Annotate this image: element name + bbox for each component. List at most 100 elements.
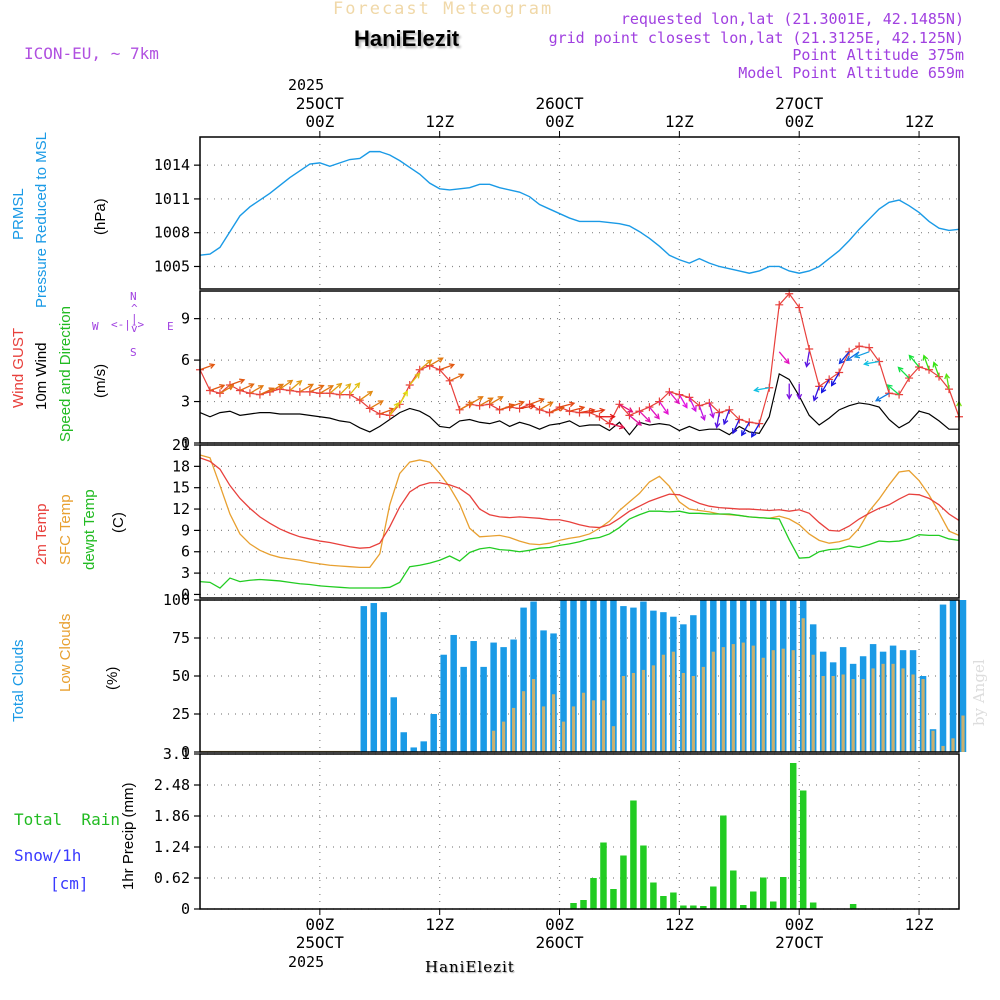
wind-arrow-head bbox=[753, 386, 760, 393]
wind-gust-marker bbox=[905, 374, 914, 383]
low-cloud-bar bbox=[861, 679, 865, 752]
y-tick-label: 3 bbox=[181, 564, 190, 582]
wind-10m-line bbox=[199, 372, 959, 436]
total-cloud-bar bbox=[560, 600, 567, 752]
wind-arrow-head bbox=[497, 396, 504, 402]
precip-bar bbox=[640, 845, 647, 909]
total-cloud-bar bbox=[570, 600, 577, 752]
wind-direction-arrow bbox=[429, 357, 444, 367]
wind-direction-arrow bbox=[319, 385, 334, 394]
top-time-label: 26OCT bbox=[535, 94, 584, 113]
wind-direction-arrow bbox=[831, 372, 840, 386]
wind-direction-arrow bbox=[658, 401, 669, 415]
wind-arrow-head bbox=[783, 358, 790, 365]
top-time-label: 12Z bbox=[665, 112, 694, 131]
wind-direction-arrow bbox=[409, 373, 420, 386]
wind-arrow-head bbox=[426, 359, 433, 366]
wind-arrow-head bbox=[627, 407, 634, 413]
wind-arrow-head bbox=[377, 400, 384, 406]
low-cloud-bar bbox=[561, 721, 566, 752]
top-time-label: 25OCT bbox=[296, 94, 345, 113]
wind-arrow-head bbox=[674, 398, 680, 405]
wind-arrow-head bbox=[354, 382, 361, 389]
wind-arrow-head bbox=[336, 382, 343, 389]
wind-arrow-head bbox=[922, 354, 929, 361]
wind-arrow-head bbox=[609, 413, 616, 420]
wind-gust-marker bbox=[685, 393, 694, 402]
wind-arrow-head bbox=[944, 373, 951, 380]
compass-vertical-icon: ^ | v bbox=[131, 302, 138, 335]
y-tick-label: 75 bbox=[172, 629, 190, 647]
wind-direction-arrow bbox=[519, 405, 535, 410]
total-cloud-bar bbox=[500, 647, 507, 752]
wind-gust-marker bbox=[615, 400, 624, 409]
precip-bar bbox=[720, 815, 727, 909]
wind-direction-arrow bbox=[199, 364, 215, 371]
wind-direction-arrow bbox=[489, 396, 503, 405]
wind-arrow-head bbox=[487, 397, 494, 403]
low-cloud-bar bbox=[721, 647, 725, 752]
total-cloud-bar bbox=[580, 600, 587, 752]
precip-bar bbox=[789, 763, 797, 909]
wind-gust-marker bbox=[675, 390, 684, 399]
y-tick-label: 0 bbox=[181, 585, 190, 603]
wind-gust-marker bbox=[925, 365, 934, 374]
bottom-time-label: 00Z bbox=[545, 915, 574, 934]
low-cloud-bar bbox=[801, 618, 805, 752]
wind-arrow-head bbox=[508, 403, 515, 409]
legend-snow: Snow/1h bbox=[14, 846, 82, 865]
y-tick-label: 100 bbox=[163, 591, 190, 609]
precip-bar bbox=[809, 902, 817, 909]
wind-direction-arrow bbox=[846, 351, 860, 361]
y-tick-label: 0 bbox=[181, 434, 190, 452]
low-cloud-bar bbox=[661, 654, 665, 752]
wind-direction-arrow bbox=[559, 402, 575, 408]
wind-gust-marker bbox=[815, 382, 824, 391]
bottom-time-label: 27OCT bbox=[775, 933, 824, 952]
wind-arrow-head bbox=[248, 383, 255, 389]
wind-arrow-head bbox=[820, 387, 827, 394]
total-cloud-bar bbox=[490, 642, 497, 752]
bottom-time-label: 12Z bbox=[425, 915, 454, 934]
wind-direction-arrow bbox=[741, 421, 750, 436]
wind-arrow-head bbox=[751, 431, 757, 438]
wind-arrow-head bbox=[402, 390, 408, 397]
wind-arrow-head bbox=[804, 361, 811, 368]
wind-direction-arrow bbox=[229, 379, 245, 386]
wind-gust-marker bbox=[795, 303, 804, 312]
precip-bar bbox=[600, 842, 607, 909]
requested-coords: requested lon,lat (21.3001E, 42.1485N) bbox=[620, 10, 964, 28]
total-cloud-bar bbox=[470, 641, 477, 752]
wind-direction-arrow bbox=[754, 387, 770, 391]
low-cloud-bar bbox=[761, 657, 765, 752]
total-cloud-bar bbox=[520, 607, 527, 752]
wind-direction-arrow bbox=[389, 402, 399, 416]
wind-direction-arrow bbox=[732, 419, 740, 434]
wind-arrow-head bbox=[227, 385, 235, 391]
wind-gust-marker bbox=[495, 405, 504, 414]
y-tick-label: 21 bbox=[172, 436, 190, 454]
wind-gust-marker bbox=[435, 365, 444, 374]
wind-arrow-head bbox=[709, 412, 716, 419]
wind-direction-arrow bbox=[678, 394, 688, 408]
legend-total-rain: Total Rain bbox=[14, 810, 120, 829]
wind-direction-arrow bbox=[887, 384, 900, 396]
wind-direction-arrow bbox=[539, 401, 553, 411]
wind-arrow-head bbox=[700, 414, 706, 422]
low-cloud-bar bbox=[911, 674, 915, 752]
wind-gust-marker bbox=[845, 347, 854, 356]
wind-gust-marker bbox=[405, 380, 414, 389]
wind-arrow-head bbox=[414, 372, 421, 379]
wind-arrow-head bbox=[932, 361, 939, 368]
compass-arrows-icon: <-|-> bbox=[111, 318, 145, 331]
wind-arrow-head bbox=[786, 393, 793, 400]
y-tick-label: 3 bbox=[181, 393, 190, 411]
wind-direction-arrow bbox=[509, 401, 524, 408]
pressure-line bbox=[199, 150, 960, 274]
wind-arrow-head bbox=[862, 360, 870, 367]
low-cloud-bar bbox=[581, 692, 586, 752]
wind-direction-arrow bbox=[805, 351, 810, 367]
precip-bar bbox=[630, 800, 637, 909]
wind-gust-marker bbox=[325, 389, 334, 398]
